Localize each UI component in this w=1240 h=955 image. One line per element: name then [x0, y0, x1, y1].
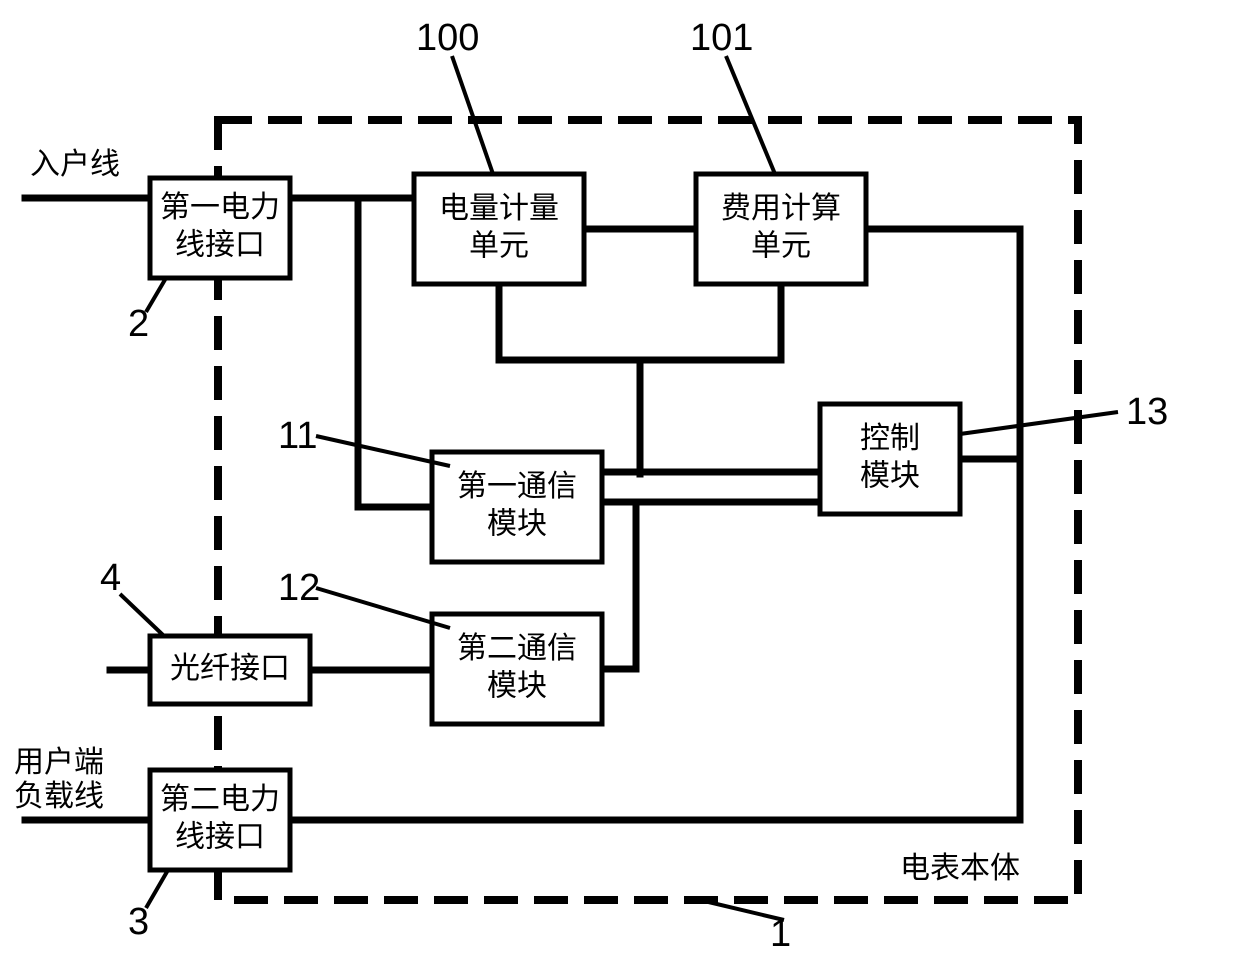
callout-11: 11: [278, 415, 317, 457]
second_comm_module: 第二通信模块: [432, 614, 602, 724]
first_power_iface: 第一电力线接口: [150, 178, 290, 278]
svg-text:模块: 模块: [487, 508, 547, 541]
svg-text:单元: 单元: [469, 230, 529, 263]
svg-text:第二电力: 第二电力: [160, 783, 280, 816]
callout-12: 12: [278, 567, 320, 609]
svg-text:第二通信: 第二通信: [457, 632, 577, 665]
svg-text:控制: 控制: [860, 422, 920, 455]
user-load-line-label-2: 负载线: [14, 780, 104, 813]
svg-text:模块: 模块: [487, 670, 547, 703]
svg-text:第一通信: 第一通信: [457, 470, 577, 503]
callout-4: 4: [100, 557, 121, 599]
callout-3: 3: [128, 901, 149, 943]
callout-100: 100: [416, 17, 479, 59]
svg-text:单元: 单元: [751, 230, 811, 263]
callout-1: 1: [770, 913, 791, 955]
callout-2: 2: [128, 303, 149, 345]
diagram-root: 第一电力线接口电量计量单元费用计算单元第一通信模块第二通信模块控制模块光纤接口第…: [0, 0, 1240, 955]
cost_calc_unit: 费用计算单元: [696, 174, 866, 284]
energy_meter_unit: 电量计量单元: [414, 174, 584, 284]
callout-101: 101: [690, 17, 753, 59]
svg-text:第一电力: 第一电力: [160, 191, 280, 224]
second_power_iface: 第二电力线接口: [150, 770, 290, 870]
svg-text:光纤接口: 光纤接口: [170, 652, 290, 685]
meter-body-label: 电表本体: [900, 852, 1020, 885]
callout-13: 13: [1126, 391, 1168, 433]
svg-text:费用计算: 费用计算: [721, 192, 841, 225]
user-load-line-label-1: 用户端: [14, 746, 104, 779]
svg-text:模块: 模块: [860, 460, 920, 493]
control_module: 控制模块: [820, 404, 960, 514]
svg-text:线接口: 线接口: [175, 229, 265, 262]
fiber_iface: 光纤接口: [150, 636, 310, 704]
svg-text:线接口: 线接口: [175, 821, 265, 854]
svg-text:电量计量: 电量计量: [439, 192, 559, 225]
boxes: 第一电力线接口电量计量单元费用计算单元第一通信模块第二通信模块控制模块光纤接口第…: [150, 174, 960, 870]
incoming-line-label: 入户线: [30, 148, 120, 181]
first_comm_module: 第一通信模块: [432, 452, 602, 562]
